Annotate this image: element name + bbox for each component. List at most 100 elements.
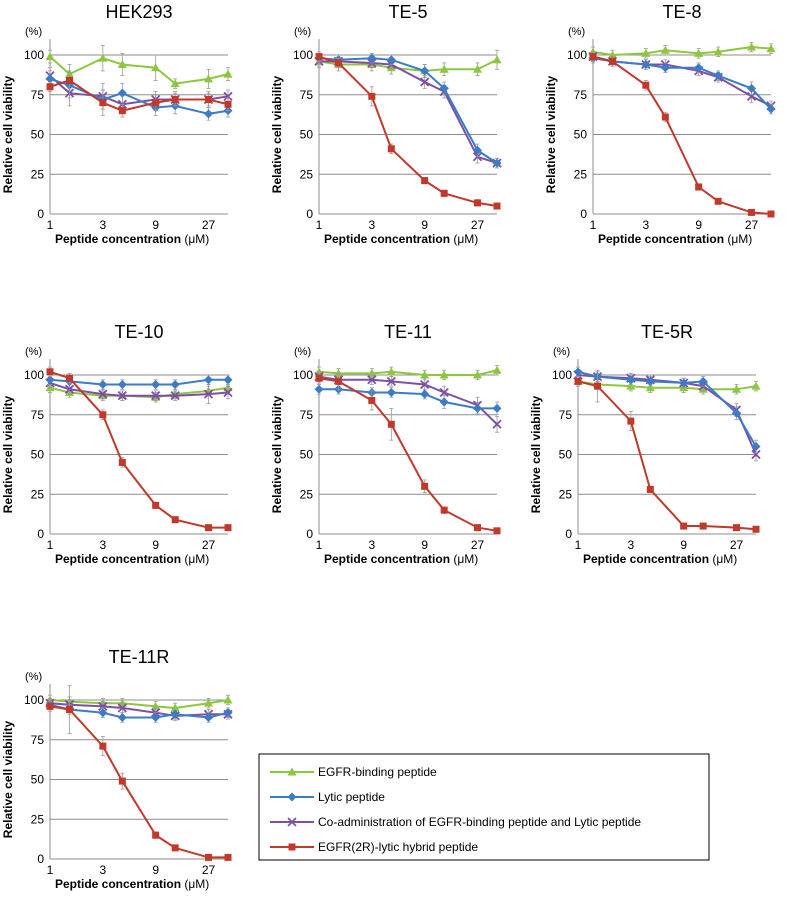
data-point-hybrid xyxy=(733,524,741,532)
data-point-egfr xyxy=(204,74,214,83)
y-tick-label: 50 xyxy=(31,448,45,462)
x-tick-label: 1 xyxy=(47,863,54,877)
data-point-hybrid xyxy=(46,702,54,710)
panel-te-11: TE-11 (%) 0 25 50 75 100 1 3 9 27 Relative cell via… xyxy=(270,322,502,566)
data-point-lytic xyxy=(223,375,233,385)
x-tick-label: 3 xyxy=(99,218,106,232)
data-point-hybrid xyxy=(46,83,54,91)
series-coadmin xyxy=(588,51,776,112)
data-point-coadmin-stroke-2 xyxy=(64,384,75,394)
data-point-coadmin-stroke-2 xyxy=(751,449,761,460)
data-point-hybrid xyxy=(387,420,395,428)
data-point-hybrid xyxy=(589,53,597,61)
series-line-egfr xyxy=(49,55,229,85)
y-tick-label: 50 xyxy=(31,773,45,787)
data-point-lytic xyxy=(367,53,377,63)
data-point-egfr xyxy=(641,48,651,57)
data-point-lytic xyxy=(117,712,127,722)
data-point-egfr xyxy=(713,47,723,56)
data-point-coadmin xyxy=(98,701,108,711)
data-point-lytic xyxy=(747,83,757,93)
y-tick-label: 50 xyxy=(574,128,588,142)
x-tick-label: 1 xyxy=(316,218,323,232)
series-line-coadmin xyxy=(318,375,498,426)
x-tick-label: 1 xyxy=(590,218,597,232)
series-hybrid xyxy=(46,70,232,118)
data-point-lytic xyxy=(698,376,708,386)
data-point-coadmin xyxy=(751,449,761,460)
data-point-coadmin-stroke-2 xyxy=(203,389,214,399)
series-line-hybrid xyxy=(49,79,229,112)
data-point-lytic xyxy=(473,145,483,155)
data-point-coadmin-stroke-2 xyxy=(223,91,233,101)
data-point-egfr xyxy=(223,69,233,78)
data-point-lytic xyxy=(420,66,430,76)
series-lytic xyxy=(314,384,502,416)
panel-title: TE-5R xyxy=(641,322,693,342)
data-point-egfr xyxy=(151,701,161,710)
data-point-hybrid xyxy=(748,208,756,216)
data-point-coadmin xyxy=(117,703,127,713)
data-point-hybrid xyxy=(368,396,376,404)
series-line-lytic xyxy=(319,388,497,410)
x-tick-label: 3 xyxy=(368,538,375,552)
data-point-lytic xyxy=(151,712,161,722)
data-point-lytic xyxy=(626,375,636,385)
x-axis-label-unit: (μM) xyxy=(712,552,737,566)
data-point-hybrid xyxy=(65,706,73,714)
data-point-hybrid xyxy=(205,853,213,861)
data-point-coadmin xyxy=(64,384,75,394)
x-tick-label: 1 xyxy=(47,218,54,232)
y-tick-label: 25 xyxy=(31,812,45,826)
data-point-hybrid xyxy=(627,417,635,425)
data-point-hybrid xyxy=(118,458,126,466)
data-point-egfr xyxy=(645,383,655,392)
data-point-lytic xyxy=(204,109,214,119)
data-point-hybrid xyxy=(387,145,395,153)
legend-label: Co-administration of EGFR-binding peptid… xyxy=(318,815,641,829)
x-axis-label-main: Peptide concentration xyxy=(55,552,184,566)
y-tick-label: 100 xyxy=(24,693,44,707)
series-line-lytic xyxy=(49,378,228,386)
data-point-lytic xyxy=(732,408,742,418)
y-tick-label: 100 xyxy=(552,368,572,382)
y-tick-label: 0 xyxy=(306,527,313,541)
data-point-hybrid xyxy=(334,377,342,385)
panel-te-5: TE-5 (%) 0 25 50 75 100 1 3 9 27 Relative cell viab… xyxy=(270,2,502,246)
data-point-lytic xyxy=(573,367,583,377)
y-tick-label: 0 xyxy=(565,527,572,541)
data-point-coadmin xyxy=(223,91,233,101)
legend-item-hybrid: EGFR(2R)-lytic hybrid peptide xyxy=(270,840,478,854)
y-axis-label: Relative cell viability xyxy=(270,75,284,193)
data-point-hybrid xyxy=(224,100,232,108)
data-point-hybrid xyxy=(368,92,376,100)
y-tick-label: 50 xyxy=(300,128,314,142)
data-point-egfr xyxy=(751,381,761,390)
data-point-hybrid xyxy=(421,177,429,185)
legend-marker xyxy=(288,843,296,851)
data-point-hybrid xyxy=(315,374,323,382)
data-point-coadmin xyxy=(367,375,377,385)
series-line-hybrid xyxy=(318,377,498,532)
data-point-lytic xyxy=(170,380,180,390)
legend-marker xyxy=(287,817,297,827)
series-egfr xyxy=(588,41,776,61)
data-point-hybrid xyxy=(421,482,429,490)
panel-title: TE-10 xyxy=(114,322,163,342)
x-tick-label: 27 xyxy=(471,218,485,232)
data-point-hybrid xyxy=(99,99,107,107)
data-point-hybrid xyxy=(152,831,160,839)
data-point-hybrid xyxy=(474,199,482,207)
data-point-hybrid xyxy=(714,197,722,205)
x-tick-label: 1 xyxy=(47,538,54,552)
data-point-hybrid xyxy=(224,853,232,861)
data-point-hybrid xyxy=(171,516,179,524)
data-point-egfr xyxy=(223,695,233,704)
x-axis-label: Peptide concentration (μM) xyxy=(324,552,478,566)
data-point-coadmin-stroke-2 xyxy=(117,703,127,713)
series-line-hybrid xyxy=(592,55,772,215)
data-point-hybrid xyxy=(171,844,179,852)
x-tick-label: 3 xyxy=(642,218,649,232)
legend-label: EGFR(2R)-lytic hybrid peptide xyxy=(318,840,478,854)
x-tick-label: 3 xyxy=(99,863,106,877)
